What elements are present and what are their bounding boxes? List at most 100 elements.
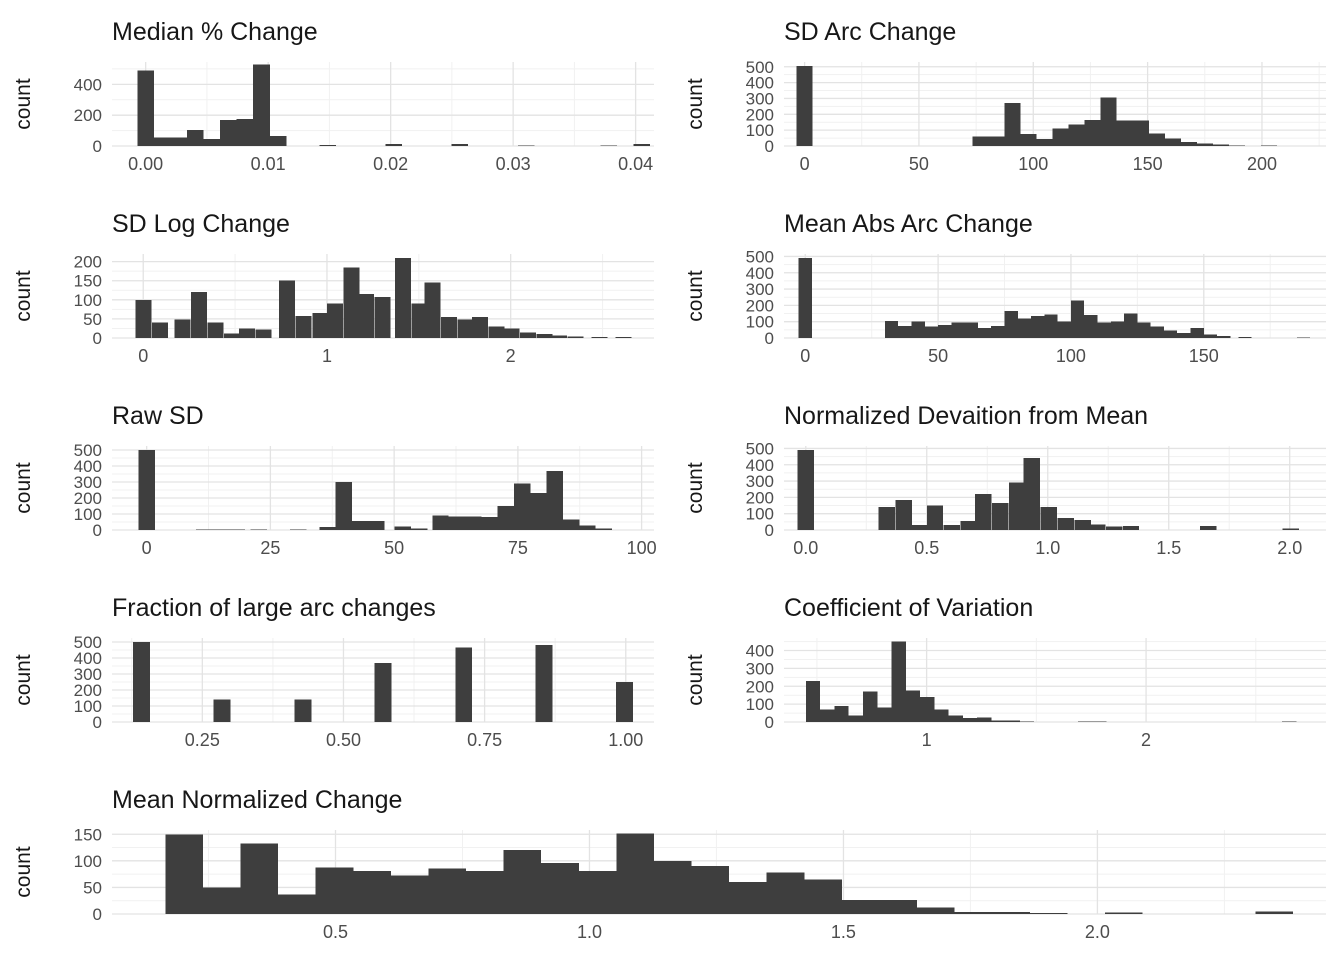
bar bbox=[938, 324, 952, 338]
bar bbox=[991, 325, 1005, 338]
x-tick-label: 0.0 bbox=[793, 538, 818, 558]
bar bbox=[1092, 721, 1107, 722]
bar bbox=[1004, 103, 1021, 146]
bar bbox=[1124, 313, 1138, 338]
x-tick-label: 50 bbox=[928, 346, 948, 366]
bar bbox=[805, 680, 821, 722]
bar bbox=[977, 717, 992, 722]
bar bbox=[841, 900, 880, 914]
y-tick-label: 400 bbox=[746, 264, 774, 283]
x-tick-label: 150 bbox=[1189, 346, 1219, 366]
bar bbox=[1057, 517, 1074, 530]
y-tick-label: 400 bbox=[74, 457, 102, 476]
panel-title: Mean Abs Arc Change bbox=[784, 210, 1033, 238]
bar bbox=[255, 329, 272, 338]
bar bbox=[213, 699, 231, 722]
x-tick-label: 0 bbox=[138, 346, 148, 366]
bar bbox=[517, 145, 535, 146]
panel-mean-normalized-change: Mean Normalized Change count 0.5 1.0 1.5 2.0 0… bbox=[0, 768, 1344, 960]
bar bbox=[1009, 482, 1026, 530]
histogram-bars bbox=[132, 642, 634, 722]
bar bbox=[513, 483, 531, 530]
bar bbox=[912, 525, 929, 530]
bar bbox=[1097, 322, 1111, 338]
bar bbox=[954, 911, 993, 914]
bar bbox=[1004, 311, 1018, 338]
bar bbox=[920, 696, 935, 722]
bar bbox=[530, 493, 547, 530]
y-axis-title: count bbox=[12, 78, 35, 130]
bar bbox=[1044, 314, 1058, 338]
gridlines bbox=[112, 62, 654, 147]
bar bbox=[196, 529, 213, 530]
bar bbox=[804, 879, 842, 914]
bar bbox=[977, 328, 992, 338]
gridlines bbox=[784, 254, 1326, 339]
bar bbox=[820, 709, 835, 722]
bar bbox=[1132, 120, 1149, 146]
bar bbox=[319, 526, 336, 530]
bar bbox=[1177, 333, 1191, 338]
y-tick-label: 0 bbox=[93, 329, 102, 348]
x-axis-tick-labels: 0 50 100 150 200 bbox=[800, 154, 1277, 174]
bar bbox=[1084, 315, 1098, 338]
bar bbox=[294, 699, 312, 722]
bar bbox=[951, 322, 965, 338]
x-tick-label: 75 bbox=[508, 538, 528, 558]
bar bbox=[1017, 318, 1032, 338]
panel-median-pct-change: Median % Change count 0.00 0.01 0.02 0.03 0.04… bbox=[0, 0, 672, 192]
bar bbox=[567, 336, 584, 338]
histogram-bars bbox=[798, 258, 1311, 338]
bar bbox=[1105, 912, 1143, 914]
bar bbox=[1057, 321, 1071, 338]
bar bbox=[352, 521, 369, 530]
y-tick-label: 150 bbox=[74, 272, 102, 291]
panel-fraction-large-arc-changes: Fraction of large arc changes count 0.25 0.… bbox=[0, 576, 672, 768]
bar bbox=[895, 499, 912, 530]
y-tick-label: 200 bbox=[746, 677, 774, 696]
x-tick-label: 1 bbox=[322, 346, 332, 366]
x-axis-tick-labels: 0.00 0.01 0.02 0.03 0.04 bbox=[128, 154, 653, 174]
histogram-bars bbox=[137, 64, 651, 146]
bar bbox=[1084, 119, 1101, 146]
x-tick-label: 2.0 bbox=[1277, 538, 1302, 558]
bar bbox=[1148, 133, 1165, 146]
y-tick-label: 400 bbox=[746, 456, 774, 475]
bar bbox=[1296, 337, 1311, 338]
x-tick-label: 0 bbox=[800, 346, 810, 366]
x-tick-label: 1.5 bbox=[831, 922, 856, 942]
bar bbox=[1203, 334, 1218, 338]
panel-sd-arc-change: SD Arc Change count 0 50 100 150 200 0 100 200 300… bbox=[672, 0, 1344, 192]
y-tick-label: 0 bbox=[765, 713, 774, 732]
bar bbox=[451, 144, 469, 146]
panel-title: SD Log Change bbox=[112, 210, 290, 238]
bar bbox=[1100, 97, 1117, 146]
y-axis-tick-labels: 0 200 400 bbox=[74, 75, 102, 156]
histogram-bars bbox=[796, 65, 1277, 146]
y-tick-label: 200 bbox=[74, 681, 102, 700]
panel-title: Coefficient of Variation bbox=[784, 594, 1033, 622]
bar bbox=[1105, 526, 1123, 530]
x-tick-label: 0.5 bbox=[914, 538, 939, 558]
y-axis-title: count bbox=[12, 846, 35, 898]
bar bbox=[138, 450, 155, 530]
bar bbox=[934, 709, 949, 722]
x-tick-label: 0.25 bbox=[185, 730, 220, 750]
bar bbox=[151, 322, 168, 338]
bar bbox=[562, 519, 580, 530]
bar bbox=[466, 870, 504, 914]
bar bbox=[253, 64, 270, 146]
y-tick-label: 0 bbox=[93, 521, 102, 540]
bar bbox=[374, 296, 391, 338]
y-tick-label: 400 bbox=[74, 649, 102, 668]
y-tick-label: 100 bbox=[74, 852, 102, 871]
bar bbox=[278, 894, 316, 914]
panel-title: Median % Change bbox=[112, 18, 318, 46]
y-tick-label: 500 bbox=[746, 439, 774, 458]
